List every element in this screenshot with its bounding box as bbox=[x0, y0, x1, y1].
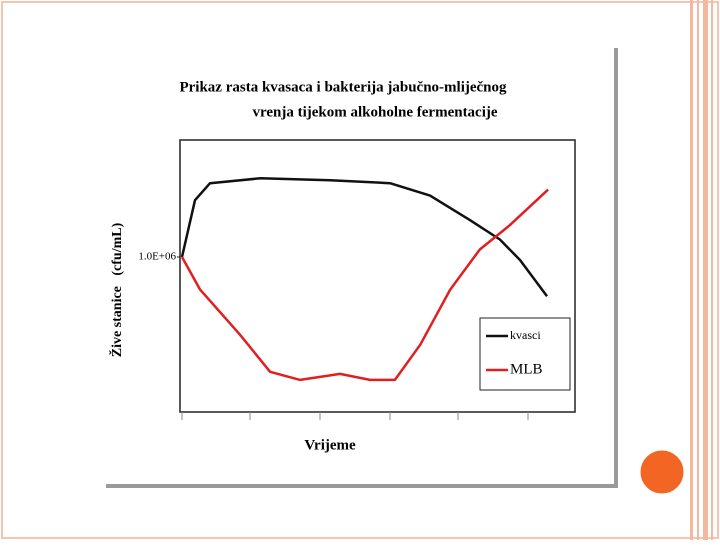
legend-box bbox=[479, 317, 571, 391]
x-axis-label: Vrijeme bbox=[304, 437, 356, 453]
legend-label: kvasci bbox=[510, 328, 541, 342]
data-line bbox=[180, 177, 549, 297]
y-tick-label: 1.0E+06 bbox=[138, 251, 176, 263]
chart-title: Prikaz rasta kvasaca i bakterija jabučno… bbox=[179, 79, 507, 95]
data-line bbox=[180, 188, 549, 382]
chart-title: vrenja tijekom alkoholne fermentacije bbox=[252, 104, 497, 120]
legend-label: MLB bbox=[510, 361, 543, 377]
y-axis-label: Žive stanice (cfu/mL) bbox=[108, 222, 125, 357]
plot: 1.0E+06 kvasci MLB bbox=[138, 177, 571, 391]
chart-frame bbox=[103, 45, 618, 488]
